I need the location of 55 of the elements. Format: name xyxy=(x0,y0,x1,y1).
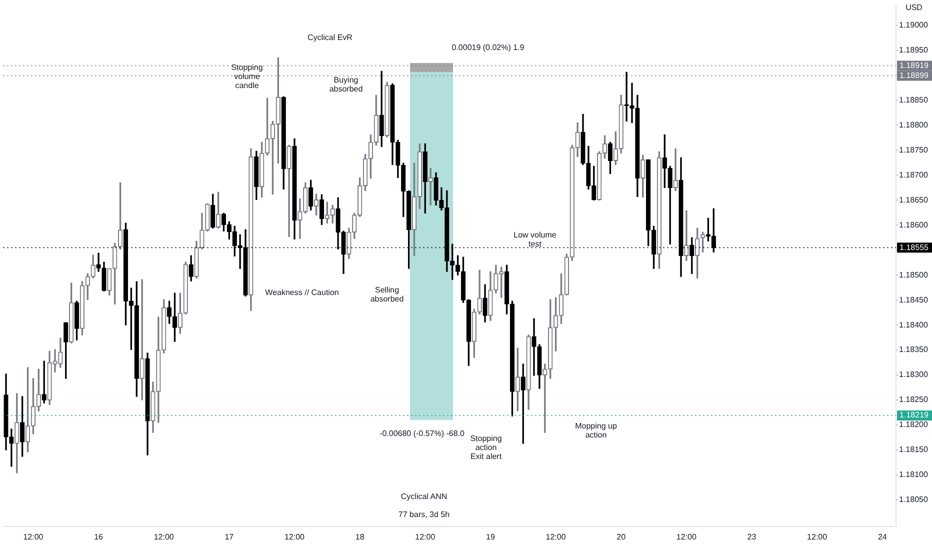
y-axis-title: USD xyxy=(906,3,923,12)
y-tick-label: 1.18950 xyxy=(899,45,928,54)
y-tick-label: 1.18650 xyxy=(899,195,928,204)
y-tick-label: 1.18750 xyxy=(899,145,928,154)
y-tick-label: 1.18700 xyxy=(899,170,928,180)
x-tick-label: 12:00 xyxy=(546,532,566,542)
y-tick-label: 1.18100 xyxy=(899,470,928,480)
candlestick xyxy=(532,318,536,376)
x-tick-label: 12:00 xyxy=(284,532,306,542)
candlestick xyxy=(9,428,14,467)
x-tick-label: 12:00 xyxy=(154,532,174,542)
annotation: 77 bars, 3d 5h xyxy=(398,510,450,520)
x-tick-label: 18 xyxy=(355,532,365,542)
ref-line-label: 1.18555 xyxy=(900,242,930,252)
x-tick-label: 19 xyxy=(486,532,496,542)
y-tick-label: 1.18800 xyxy=(899,120,928,130)
y-tick-label: 1.18200 xyxy=(899,420,928,430)
x-tick-label: 16 xyxy=(94,532,104,542)
ref-line-label: 1.18899 xyxy=(900,70,930,80)
candlestick xyxy=(673,148,678,191)
x-tick-label: 24 xyxy=(878,532,888,542)
annotation: Selling absorbed xyxy=(370,286,404,304)
y-tick-label: 1.18350 xyxy=(899,345,928,354)
y-tick-label: 1.18150 xyxy=(899,445,928,454)
annotation: -0.00680 (-0.57%) -68.0 xyxy=(380,429,466,438)
annotation: Buying absorbed xyxy=(329,76,363,94)
y-tick-label: 1.18500 xyxy=(899,270,928,280)
x-tick-label: 20 xyxy=(616,532,626,542)
x-tick-label: 12:00 xyxy=(415,532,436,542)
x-tick-label: 23 xyxy=(747,532,757,542)
x-tick-label: 12:00 xyxy=(23,532,44,542)
candlestick xyxy=(286,144,292,237)
y-tick-label: 1.19000 xyxy=(899,20,928,30)
annotation: Stopping volume candle xyxy=(231,63,263,90)
annotation: Low volume test xyxy=(514,230,557,249)
x-tick-label: 17 xyxy=(224,532,234,542)
annotation: Cyclical EvR xyxy=(308,33,353,42)
y-tick-label: 1.18300 xyxy=(899,370,928,380)
annotation: Stopping action Exit alert xyxy=(470,434,502,462)
y-tick-label: 1.18400 xyxy=(899,320,928,330)
annotation: Weakness // Caution xyxy=(265,288,339,298)
y-tick-label: 1.18450 xyxy=(899,295,928,304)
annotation: 0.00019 (0.02%) 1.9 xyxy=(452,43,525,52)
candlestick xyxy=(684,210,689,261)
annotation: Cyclical ANN xyxy=(400,492,448,502)
ref-line-label: 1.18219 xyxy=(900,410,930,420)
candlestick xyxy=(96,252,101,272)
y-tick-label: 1.18250 xyxy=(899,395,928,404)
y-tick-label: 1.18050 xyxy=(899,495,928,504)
x-tick-label: 12:00 xyxy=(676,532,697,542)
ref-line-label: 1.18919 xyxy=(900,60,930,70)
y-tick-label: 1.18850 xyxy=(899,95,928,104)
annotation: Mopping up action xyxy=(575,422,618,440)
x-tick-label: 12:00 xyxy=(807,532,828,542)
y-tick-label: 1.18600 xyxy=(899,220,928,230)
